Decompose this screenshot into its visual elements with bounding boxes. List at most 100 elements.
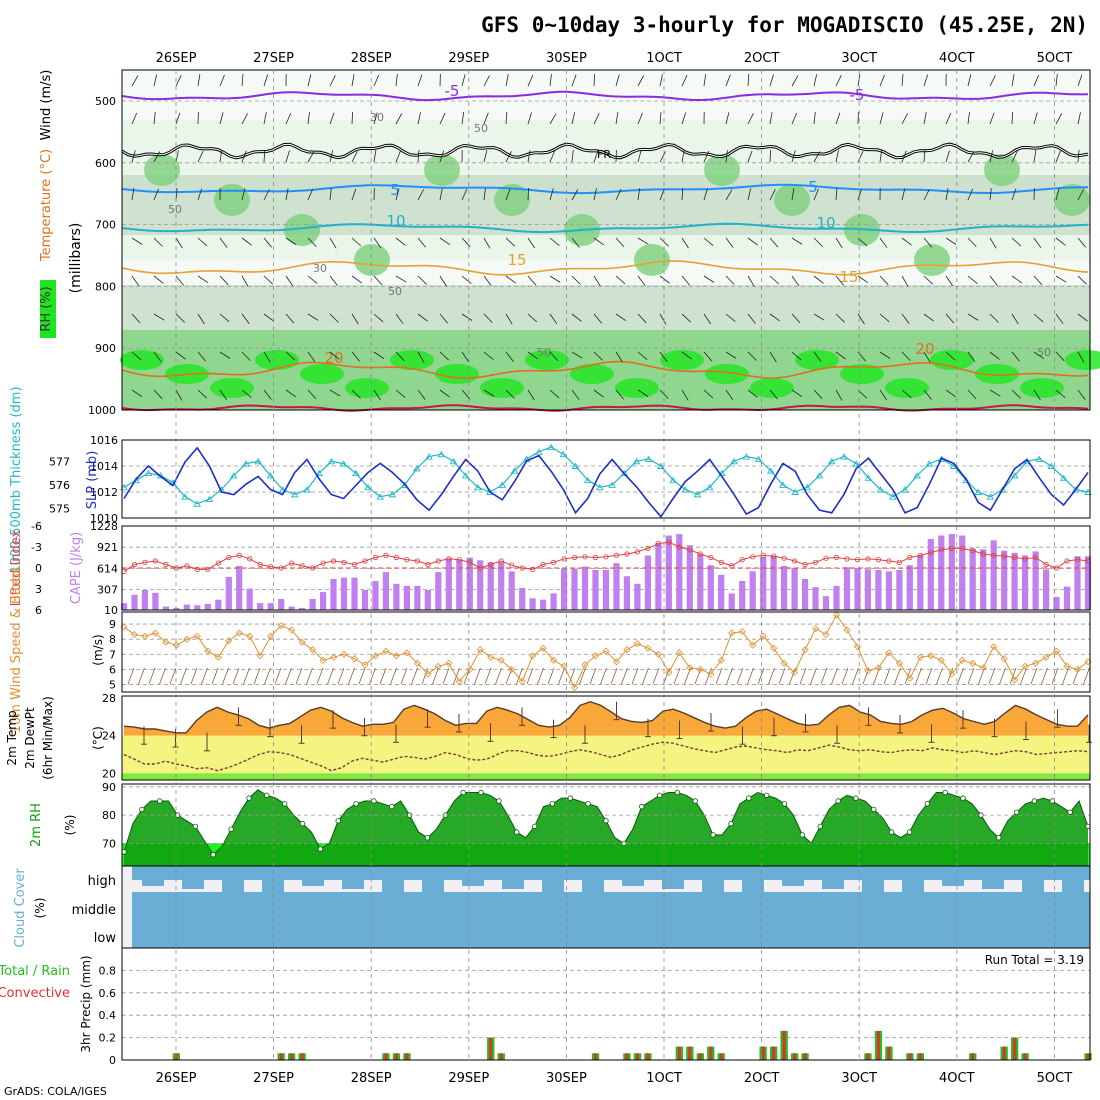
lifted-index-point: [1001, 553, 1007, 559]
contour-label: 5: [808, 178, 818, 196]
cape-bar: [152, 592, 159, 610]
thickness-point: [1072, 486, 1080, 493]
wind-speed-point: [958, 656, 966, 664]
wind-speed-point: [392, 652, 400, 660]
thickness-point: [998, 486, 1007, 493]
temp-tick: 28: [102, 692, 116, 705]
li-tick: 6: [35, 604, 42, 617]
wind-barb: [197, 188, 203, 201]
wind-barb: [461, 112, 465, 125]
cloud-high-step: [582, 880, 604, 895]
wind-barb: [263, 237, 273, 248]
lifted-index-point: [687, 547, 693, 553]
wind-barb: [1077, 112, 1081, 125]
wind-barb: [285, 237, 297, 245]
wind-barb: [923, 74, 929, 87]
wind-barb: [703, 313, 712, 325]
precip-convective-bar: [719, 1053, 723, 1060]
cape-bar: [927, 539, 934, 610]
date-tick-bottom: 3OCT: [841, 1071, 877, 1086]
cape-bar: [278, 599, 285, 610]
wind-tick: 5: [109, 678, 116, 691]
cape-bar: [519, 587, 526, 610]
wind-barb: [439, 275, 447, 287]
rh-patch: [1054, 184, 1090, 216]
precip-convective-bar: [635, 1053, 639, 1060]
freezing-level-inner: [121, 143, 1089, 159]
date-tick-bottom: 4OCT: [939, 1071, 975, 1086]
wind-barb: [197, 150, 204, 163]
wind-barb: [329, 313, 339, 323]
wind-barb: [131, 351, 142, 361]
contour-label: -5: [445, 82, 460, 100]
pressure-tick: 1000: [88, 404, 116, 417]
wind-barb-10m: [558, 667, 565, 685]
wind-barb: [967, 351, 976, 363]
wind-speed-point: [759, 632, 767, 640]
rh-point: [496, 798, 502, 804]
cape-bar: [141, 590, 148, 610]
rh-point: [514, 829, 520, 835]
wind-speed-point: [455, 677, 463, 685]
wind-barb-10m: [148, 667, 156, 685]
wind-barb: [307, 237, 317, 247]
thickness-point: [559, 450, 568, 458]
wind-barb: [901, 351, 911, 361]
cloud-high-step: [982, 880, 1004, 889]
cloud-high-step: [302, 880, 324, 886]
cape-bar: [299, 607, 306, 610]
wind-barb: [527, 74, 534, 87]
cape-bar: [183, 604, 190, 610]
date-tick-bottom: 29SEP: [448, 1071, 489, 1086]
lifted-index-point: [226, 554, 232, 561]
wind-barb: [175, 351, 186, 360]
wind-barb: [593, 113, 600, 125]
wind-barb: [241, 237, 252, 246]
lifted-index-point: [404, 556, 410, 563]
wind-barb: [615, 74, 620, 87]
thickness-point: [1010, 472, 1019, 479]
precip-convective-bar: [394, 1053, 398, 1060]
cape-bar: [812, 587, 819, 610]
cape-bar: [623, 576, 630, 610]
wind-barb-10m: [295, 667, 303, 685]
precip-axis-label: 3hr Precip (mm): [79, 955, 93, 1052]
thickness-point: [730, 457, 738, 465]
wind-barb: [1077, 389, 1086, 400]
lifted-index-point: [812, 559, 819, 566]
cape-bar: [1074, 556, 1081, 610]
wind-barb: [747, 275, 755, 287]
wind-barb: [175, 389, 183, 401]
lifted-index-point: [330, 558, 337, 564]
lifted-index-point: [152, 558, 158, 564]
wind-barb: [703, 389, 714, 399]
thickness-tick: 576: [49, 479, 70, 492]
rh-patch: [214, 184, 250, 216]
rh-patch: [480, 378, 524, 398]
wind-barb: [593, 275, 601, 287]
rh-patch: [885, 378, 929, 398]
cape-frame: [121, 525, 1091, 611]
cape-bar: [602, 570, 610, 610]
cape-bar: [571, 568, 578, 610]
wind-barb: [527, 237, 536, 249]
rh-point: [210, 852, 216, 858]
thickness-point: [1047, 462, 1056, 469]
thickness-point: [144, 469, 153, 477]
date-tick-top: 5OCT: [1037, 51, 1073, 66]
lifted-index-point: [435, 558, 441, 564]
rh-patch: [704, 154, 740, 186]
lifted-index-point: [645, 545, 651, 552]
thickness-point: [583, 476, 592, 484]
wind-barb: [197, 313, 205, 325]
rh-point: [585, 801, 591, 807]
wind-speed-point: [990, 643, 998, 651]
cape-bar: [1022, 555, 1029, 610]
cloud-units-label: (%): [33, 898, 47, 919]
wind-barb: [989, 351, 1000, 360]
precip-convective-bar: [300, 1053, 304, 1060]
rh-point: [835, 798, 841, 804]
wind-speed-point: [497, 656, 505, 664]
contour-5: [121, 183, 1088, 195]
